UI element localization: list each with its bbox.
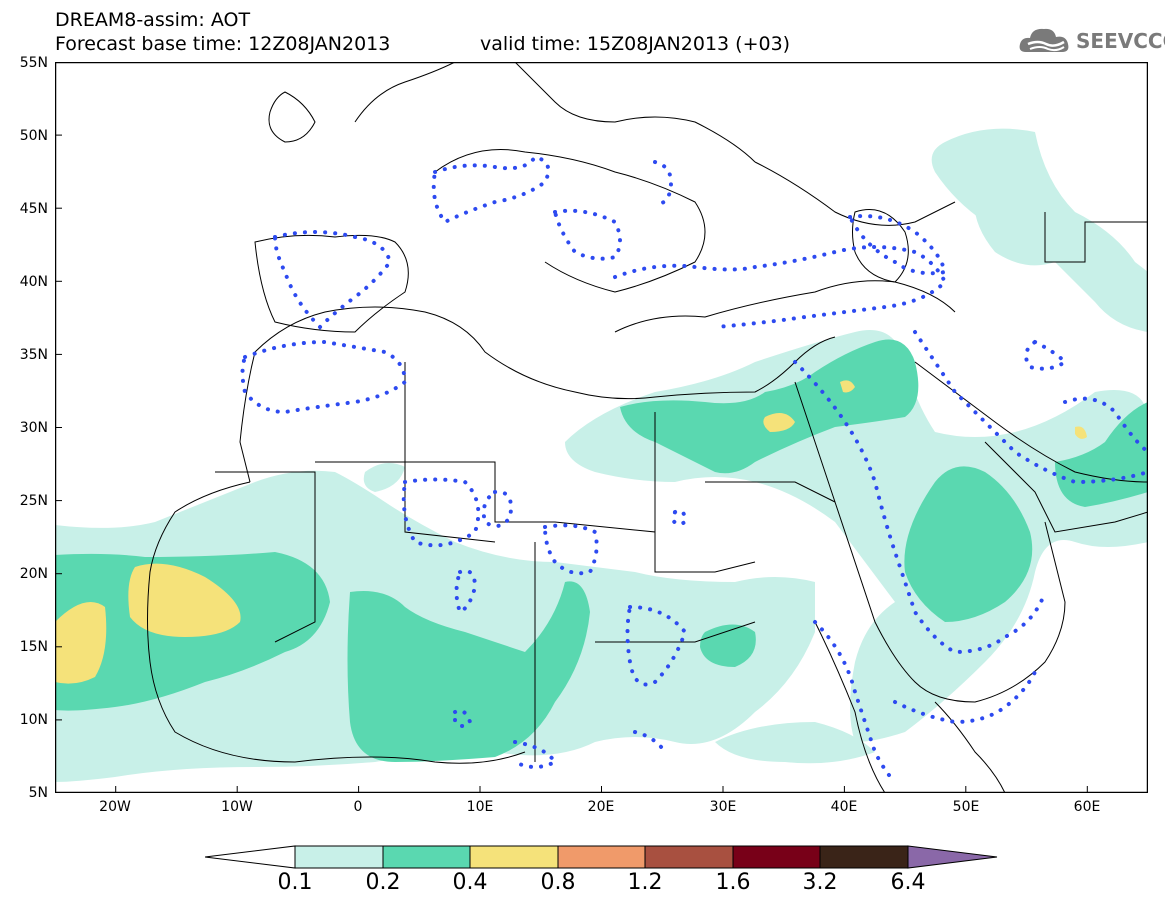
xtick-label: 10W <box>221 799 253 815</box>
ytick-label: 55N <box>19 55 48 71</box>
map-tick-marks <box>55 134 1088 793</box>
xtick-label: 0 <box>353 799 363 815</box>
xtick-label: 20E <box>587 799 615 815</box>
aot-map <box>55 62 1148 793</box>
colorbar-segment <box>819 845 909 869</box>
xtick-label: 60E <box>1073 799 1101 815</box>
xtick-label: 40E <box>830 799 858 815</box>
colorbar-label: 1.6 <box>715 870 751 895</box>
ytick-label: 30N <box>19 420 48 436</box>
valid-time: valid time: 15Z08JAN2013 (+03) <box>480 33 791 55</box>
xtick-label: 20W <box>99 799 131 815</box>
colorbar-segment <box>382 845 471 869</box>
colorbar-label: 3.2 <box>802 870 838 895</box>
colorbar-label: 0.4 <box>452 870 488 895</box>
aot-level-0-2 <box>55 339 1148 762</box>
colorbar-segment <box>469 845 559 869</box>
ytick-label: 10N <box>19 712 48 728</box>
aot-level-0-1 <box>55 128 1148 782</box>
xtick-label: 50E <box>952 799 980 815</box>
colorbar-label: 6.4 <box>890 870 926 895</box>
seevccc-logo: SEEVCCC <box>1018 22 1165 58</box>
xtick-label: 10E <box>466 799 494 815</box>
logo-text: SEEVCCC <box>1076 29 1165 53</box>
colorbar-segment <box>294 845 384 869</box>
ytick-label: 20N <box>19 566 48 582</box>
colorbar-label: 0.2 <box>365 870 401 895</box>
title-line-2: Forecast base time: 12Z08JAN2013 <box>55 33 391 55</box>
cloud-logo-icon <box>1019 28 1069 52</box>
colorbar-segment <box>732 845 821 869</box>
colorbar-segment <box>557 845 646 869</box>
contour-dotted-lines <box>240 154 1148 784</box>
ytick-label: 5N <box>28 785 48 801</box>
ytick-label: 25N <box>19 493 48 509</box>
ytick-label: 50N <box>19 128 48 144</box>
title-line-1: DREAM8-assim: AOT <box>55 9 251 31</box>
xtick-label: 30E <box>709 799 737 815</box>
colorbar-label: 0.1 <box>277 870 313 895</box>
colorbar-segment <box>205 845 296 869</box>
ytick-label: 45N <box>19 201 48 217</box>
ytick-label: 40N <box>19 274 48 290</box>
colorbar-segment <box>907 845 998 869</box>
colorbar-label: 1.2 <box>627 870 663 895</box>
coastlines-and-borders <box>147 62 1148 793</box>
ytick-label: 15N <box>19 639 48 655</box>
colorbar-segment <box>644 845 734 869</box>
aot-level-0-4 <box>55 380 1087 684</box>
colorbar <box>205 845 998 869</box>
ytick-label: 35N <box>19 347 48 363</box>
colorbar-label: 0.8 <box>540 870 576 895</box>
